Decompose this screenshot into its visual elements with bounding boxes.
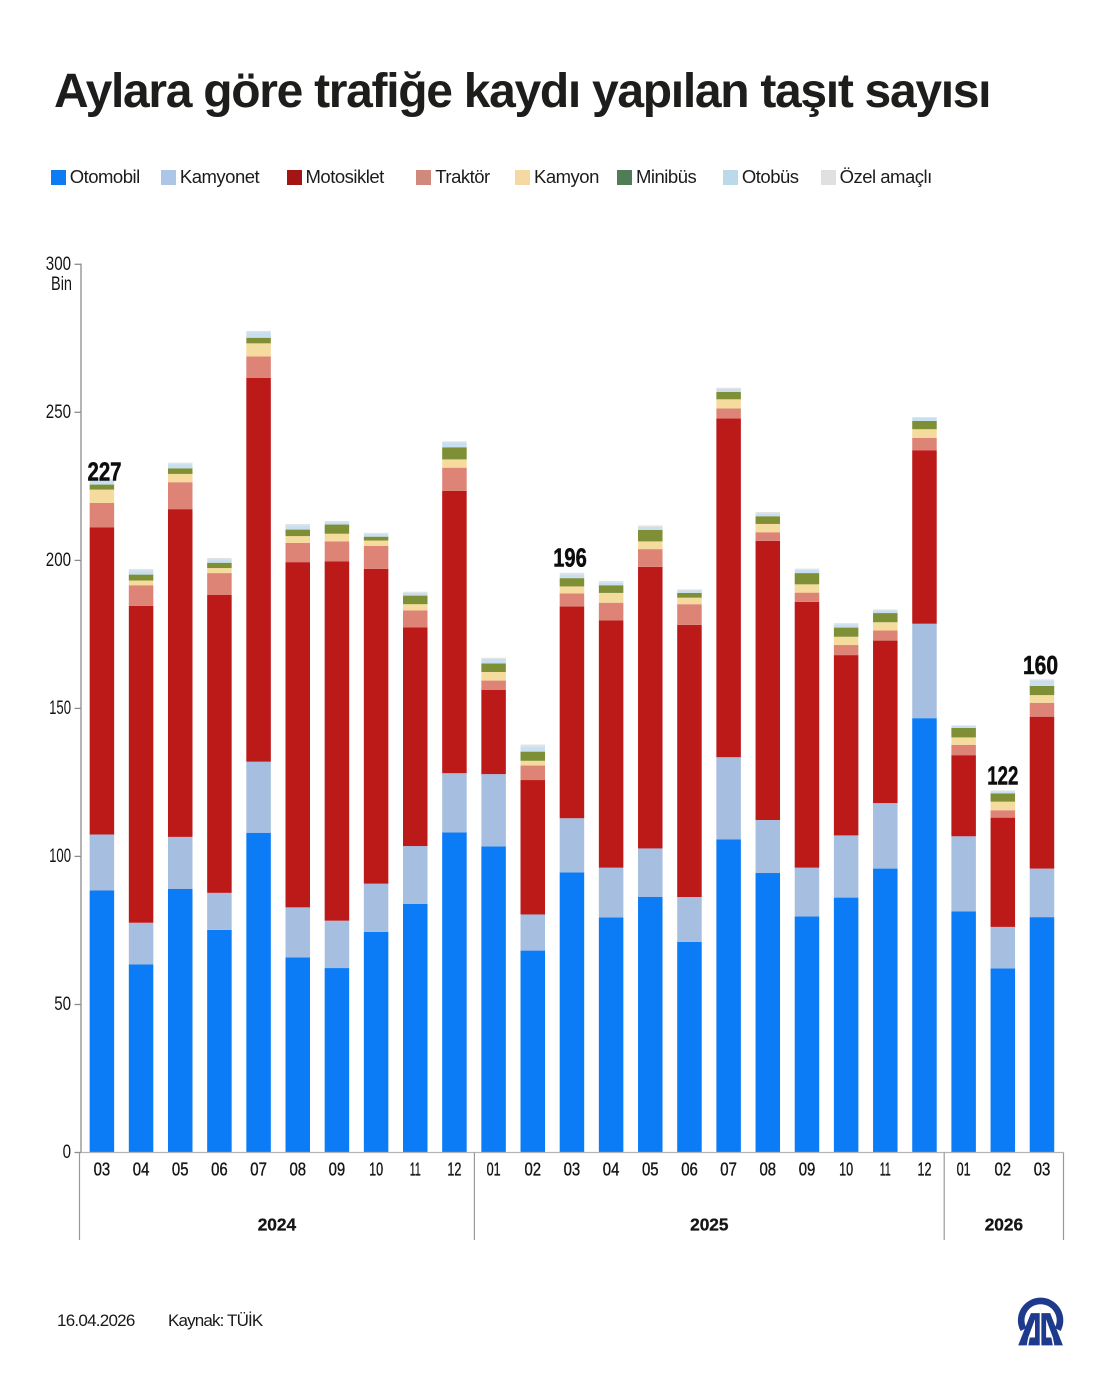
svg-text:150: 150: [49, 698, 71, 719]
svg-text:04: 04: [603, 1159, 620, 1180]
svg-text:0: 0: [63, 1142, 71, 1163]
svg-text:02: 02: [525, 1159, 542, 1180]
svg-text:Bin: Bin: [51, 274, 72, 295]
svg-text:02: 02: [995, 1159, 1012, 1180]
svg-text:227: 227: [88, 457, 122, 487]
svg-text:50: 50: [54, 994, 71, 1015]
svg-text:12: 12: [447, 1159, 461, 1180]
svg-text:06: 06: [681, 1159, 698, 1180]
svg-text:2025: 2025: [690, 1215, 729, 1235]
svg-text:11: 11: [880, 1159, 891, 1180]
svg-text:01: 01: [957, 1159, 971, 1180]
svg-text:03: 03: [564, 1159, 581, 1180]
svg-text:2026: 2026: [985, 1215, 1024, 1235]
svg-text:08: 08: [290, 1159, 307, 1180]
svg-text:03: 03: [1034, 1159, 1051, 1180]
svg-text:05: 05: [642, 1159, 659, 1180]
svg-text:12: 12: [918, 1159, 932, 1180]
svg-text:10: 10: [369, 1159, 383, 1180]
svg-text:200: 200: [46, 550, 71, 571]
svg-text:08: 08: [760, 1159, 777, 1180]
svg-text:07: 07: [720, 1159, 737, 1180]
svg-text:09: 09: [329, 1159, 346, 1180]
svg-text:11: 11: [410, 1159, 421, 1180]
svg-text:122: 122: [987, 761, 1018, 791]
svg-text:04: 04: [133, 1159, 150, 1180]
svg-text:196: 196: [553, 543, 587, 573]
svg-text:09: 09: [799, 1159, 816, 1180]
svg-text:07: 07: [250, 1159, 267, 1180]
svg-text:160: 160: [1023, 650, 1058, 680]
svg-text:03: 03: [94, 1159, 111, 1180]
svg-text:05: 05: [172, 1159, 189, 1180]
svg-text:100: 100: [49, 846, 71, 867]
svg-text:300: 300: [46, 254, 71, 275]
svg-text:10: 10: [839, 1159, 853, 1180]
svg-text:2024: 2024: [258, 1215, 297, 1235]
svg-text:250: 250: [46, 402, 71, 423]
svg-text:01: 01: [487, 1159, 501, 1180]
svg-text:06: 06: [211, 1159, 228, 1180]
